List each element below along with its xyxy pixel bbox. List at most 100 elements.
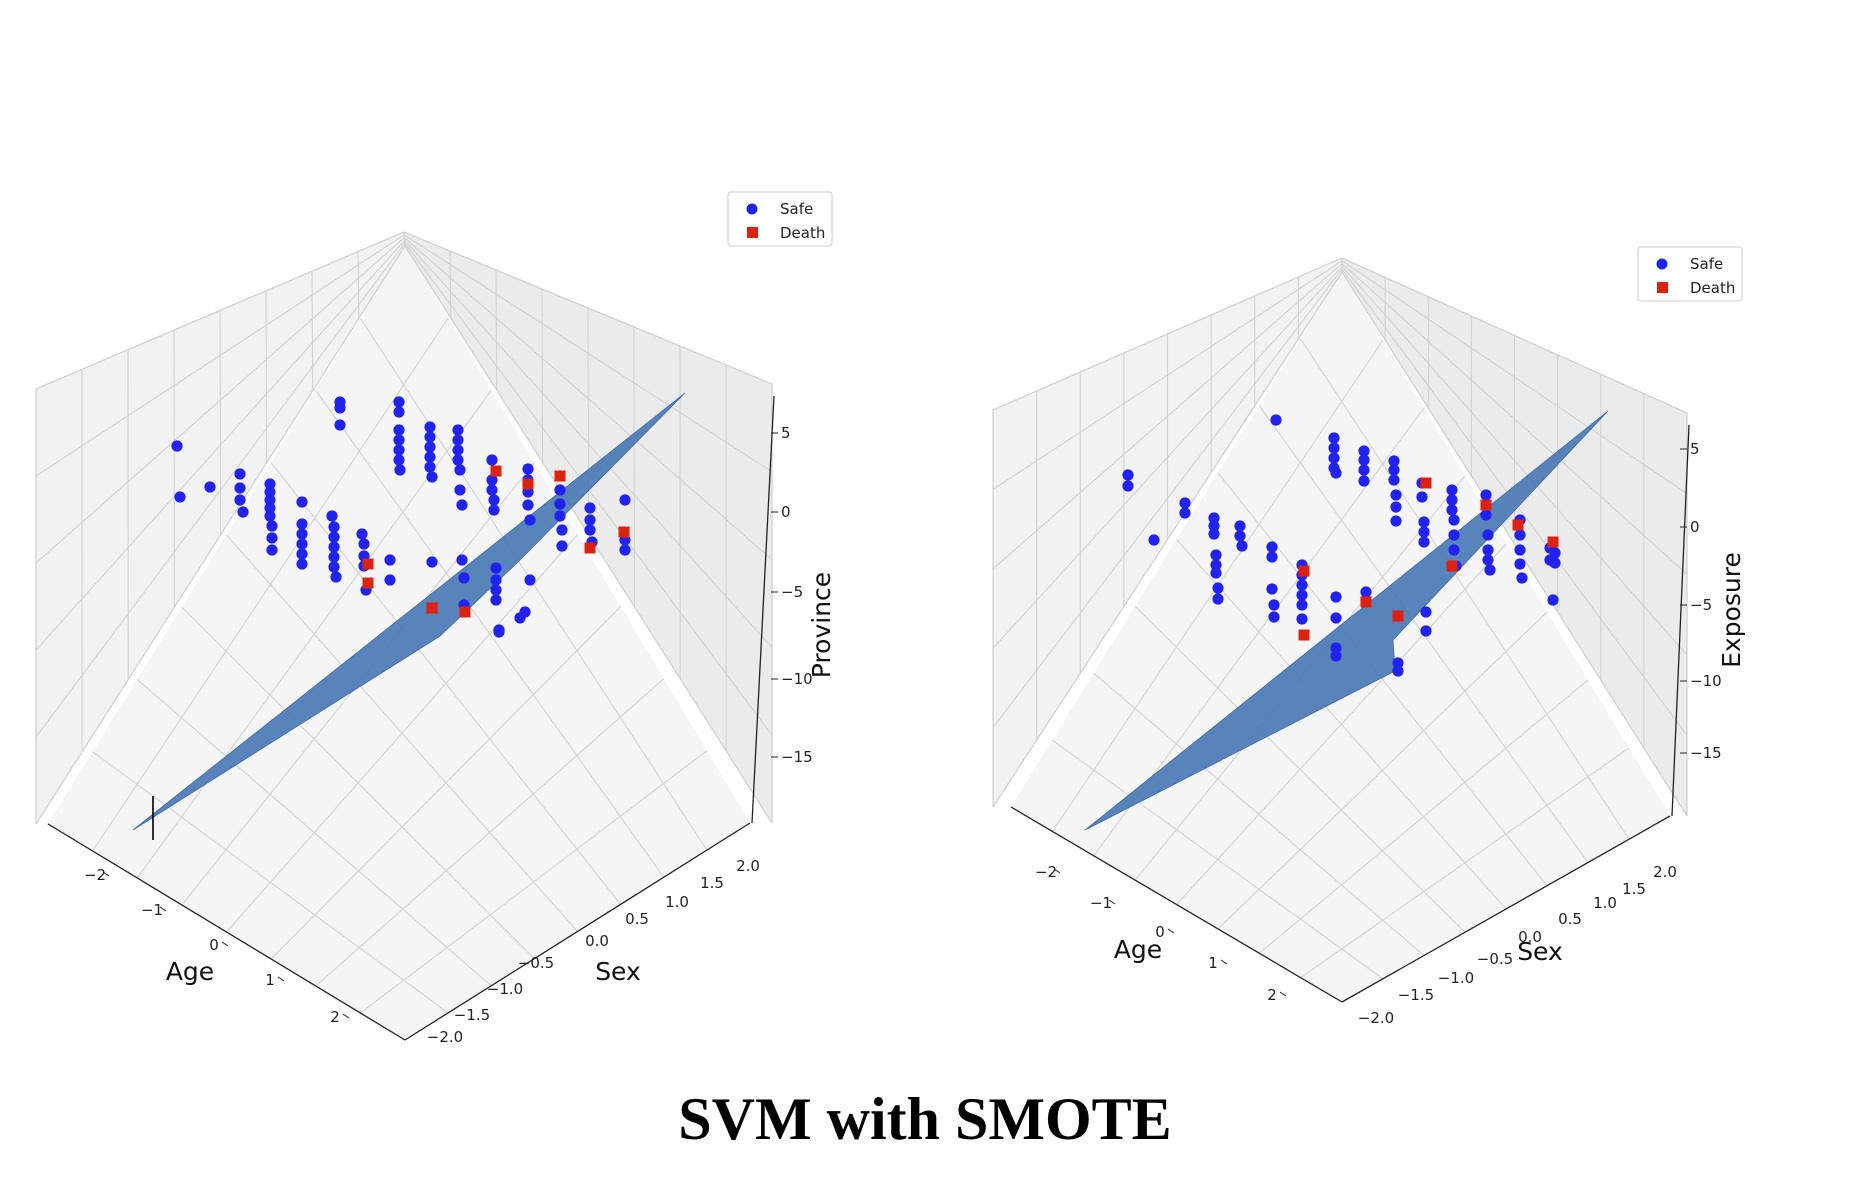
z-axis-line — [1671, 424, 1690, 817]
safe-point — [237, 506, 249, 518]
safe-point — [1358, 454, 1370, 466]
x-tick-label: 2 — [1267, 986, 1277, 1004]
safe-point — [1296, 599, 1308, 611]
safe-point — [171, 440, 183, 452]
y-axis-label: Sex — [1517, 937, 1563, 966]
death-point — [1547, 536, 1559, 548]
safe-point — [1390, 501, 1402, 513]
safe-point — [384, 554, 396, 566]
safe-point — [174, 491, 186, 503]
y-tick-label: 2.0 — [1653, 863, 1677, 881]
x-tick-label: −1 — [141, 901, 163, 919]
safe-point — [1448, 544, 1460, 556]
safe-point — [234, 482, 246, 494]
safe-point — [393, 424, 405, 436]
safe-point — [1514, 529, 1526, 541]
death-point — [426, 602, 438, 614]
safe-point — [1480, 489, 1492, 501]
safe-point — [488, 504, 500, 516]
y-tick-label: 1.0 — [1593, 894, 1617, 912]
z-tick-label: −10 — [1690, 672, 1722, 690]
safe-point — [1296, 579, 1308, 591]
safe-point — [584, 514, 596, 526]
safe-point — [424, 451, 436, 463]
death-point — [362, 558, 374, 570]
z-tick-label: −15 — [1690, 744, 1722, 762]
safe-point — [1448, 529, 1460, 541]
safe-point — [1358, 445, 1370, 457]
death-point — [1512, 519, 1524, 531]
safe-point — [384, 574, 396, 586]
death-point — [490, 465, 502, 477]
safe-point — [326, 510, 338, 522]
safe-point — [1208, 528, 1220, 540]
safe-point — [394, 464, 406, 476]
safe-point — [424, 431, 436, 443]
safe-point — [619, 494, 631, 506]
safe-point — [1358, 475, 1370, 487]
safe-point — [1392, 665, 1404, 677]
y-tick-label: 0.5 — [1558, 910, 1582, 928]
safe-point — [1392, 657, 1404, 669]
safe-point — [524, 574, 536, 586]
safe-point — [524, 514, 536, 526]
safe-point — [1122, 480, 1134, 492]
death-point — [1360, 596, 1372, 608]
safe-point — [1330, 467, 1342, 479]
z-tick-label: 5 — [781, 424, 791, 442]
safe-point — [456, 554, 468, 566]
y-tick-label: −1.0 — [1438, 969, 1474, 987]
x-tick-label: 2 — [330, 1008, 340, 1026]
safe-point — [1446, 504, 1458, 516]
safe-point — [1330, 591, 1342, 603]
safe-point — [1210, 567, 1222, 579]
safe-point — [204, 481, 216, 493]
legend-safe-marker — [746, 203, 758, 215]
safe-point — [452, 454, 464, 466]
z-tick-label: 0 — [1690, 518, 1700, 536]
safe-point — [1514, 544, 1526, 556]
death-point — [584, 542, 596, 554]
y-tick-label: 2.0 — [736, 857, 760, 875]
safe-point — [334, 402, 346, 414]
safe-point — [1328, 442, 1340, 454]
z-tick-label: 0 — [781, 503, 791, 521]
safe-point — [328, 551, 340, 563]
death-point — [362, 577, 374, 589]
safe-point — [1547, 594, 1559, 606]
safe-point — [452, 424, 464, 436]
safe-point — [328, 521, 340, 533]
safe-point — [486, 454, 498, 466]
legend-safe-label: Safe — [1690, 255, 1723, 273]
safe-point — [296, 538, 308, 550]
safe-point — [1482, 544, 1494, 556]
svm-decision-plane — [132, 392, 686, 831]
safe-point — [1418, 526, 1430, 538]
legend-death-label: Death — [1690, 279, 1735, 297]
safe-point — [490, 574, 502, 586]
safe-point — [554, 510, 566, 522]
z-axis-label: Province — [807, 572, 836, 678]
legend-death-marker — [747, 227, 758, 238]
x-axis-label: Age — [166, 957, 214, 986]
safe-point — [1268, 611, 1280, 623]
safe-point — [1179, 507, 1191, 519]
safe-point — [1296, 589, 1308, 601]
safe-point — [334, 419, 346, 431]
safe-point — [1210, 549, 1222, 561]
safe-point — [556, 540, 568, 552]
safe-point — [1360, 586, 1372, 598]
safe-point — [584, 524, 596, 536]
safe-point — [554, 484, 566, 496]
safe-point — [1266, 583, 1278, 595]
y-tick-label: −2.0 — [427, 1028, 463, 1046]
safe-point — [393, 444, 405, 456]
y-axis-line — [404, 822, 751, 1041]
safe-point — [1330, 650, 1342, 662]
safe-point — [1328, 432, 1340, 444]
safe-point — [426, 471, 438, 483]
safe-point — [264, 478, 276, 490]
y-tick-label: −2.0 — [1358, 1009, 1394, 1027]
safe-point — [1448, 514, 1460, 526]
x-axis-label: Age — [1114, 935, 1162, 964]
